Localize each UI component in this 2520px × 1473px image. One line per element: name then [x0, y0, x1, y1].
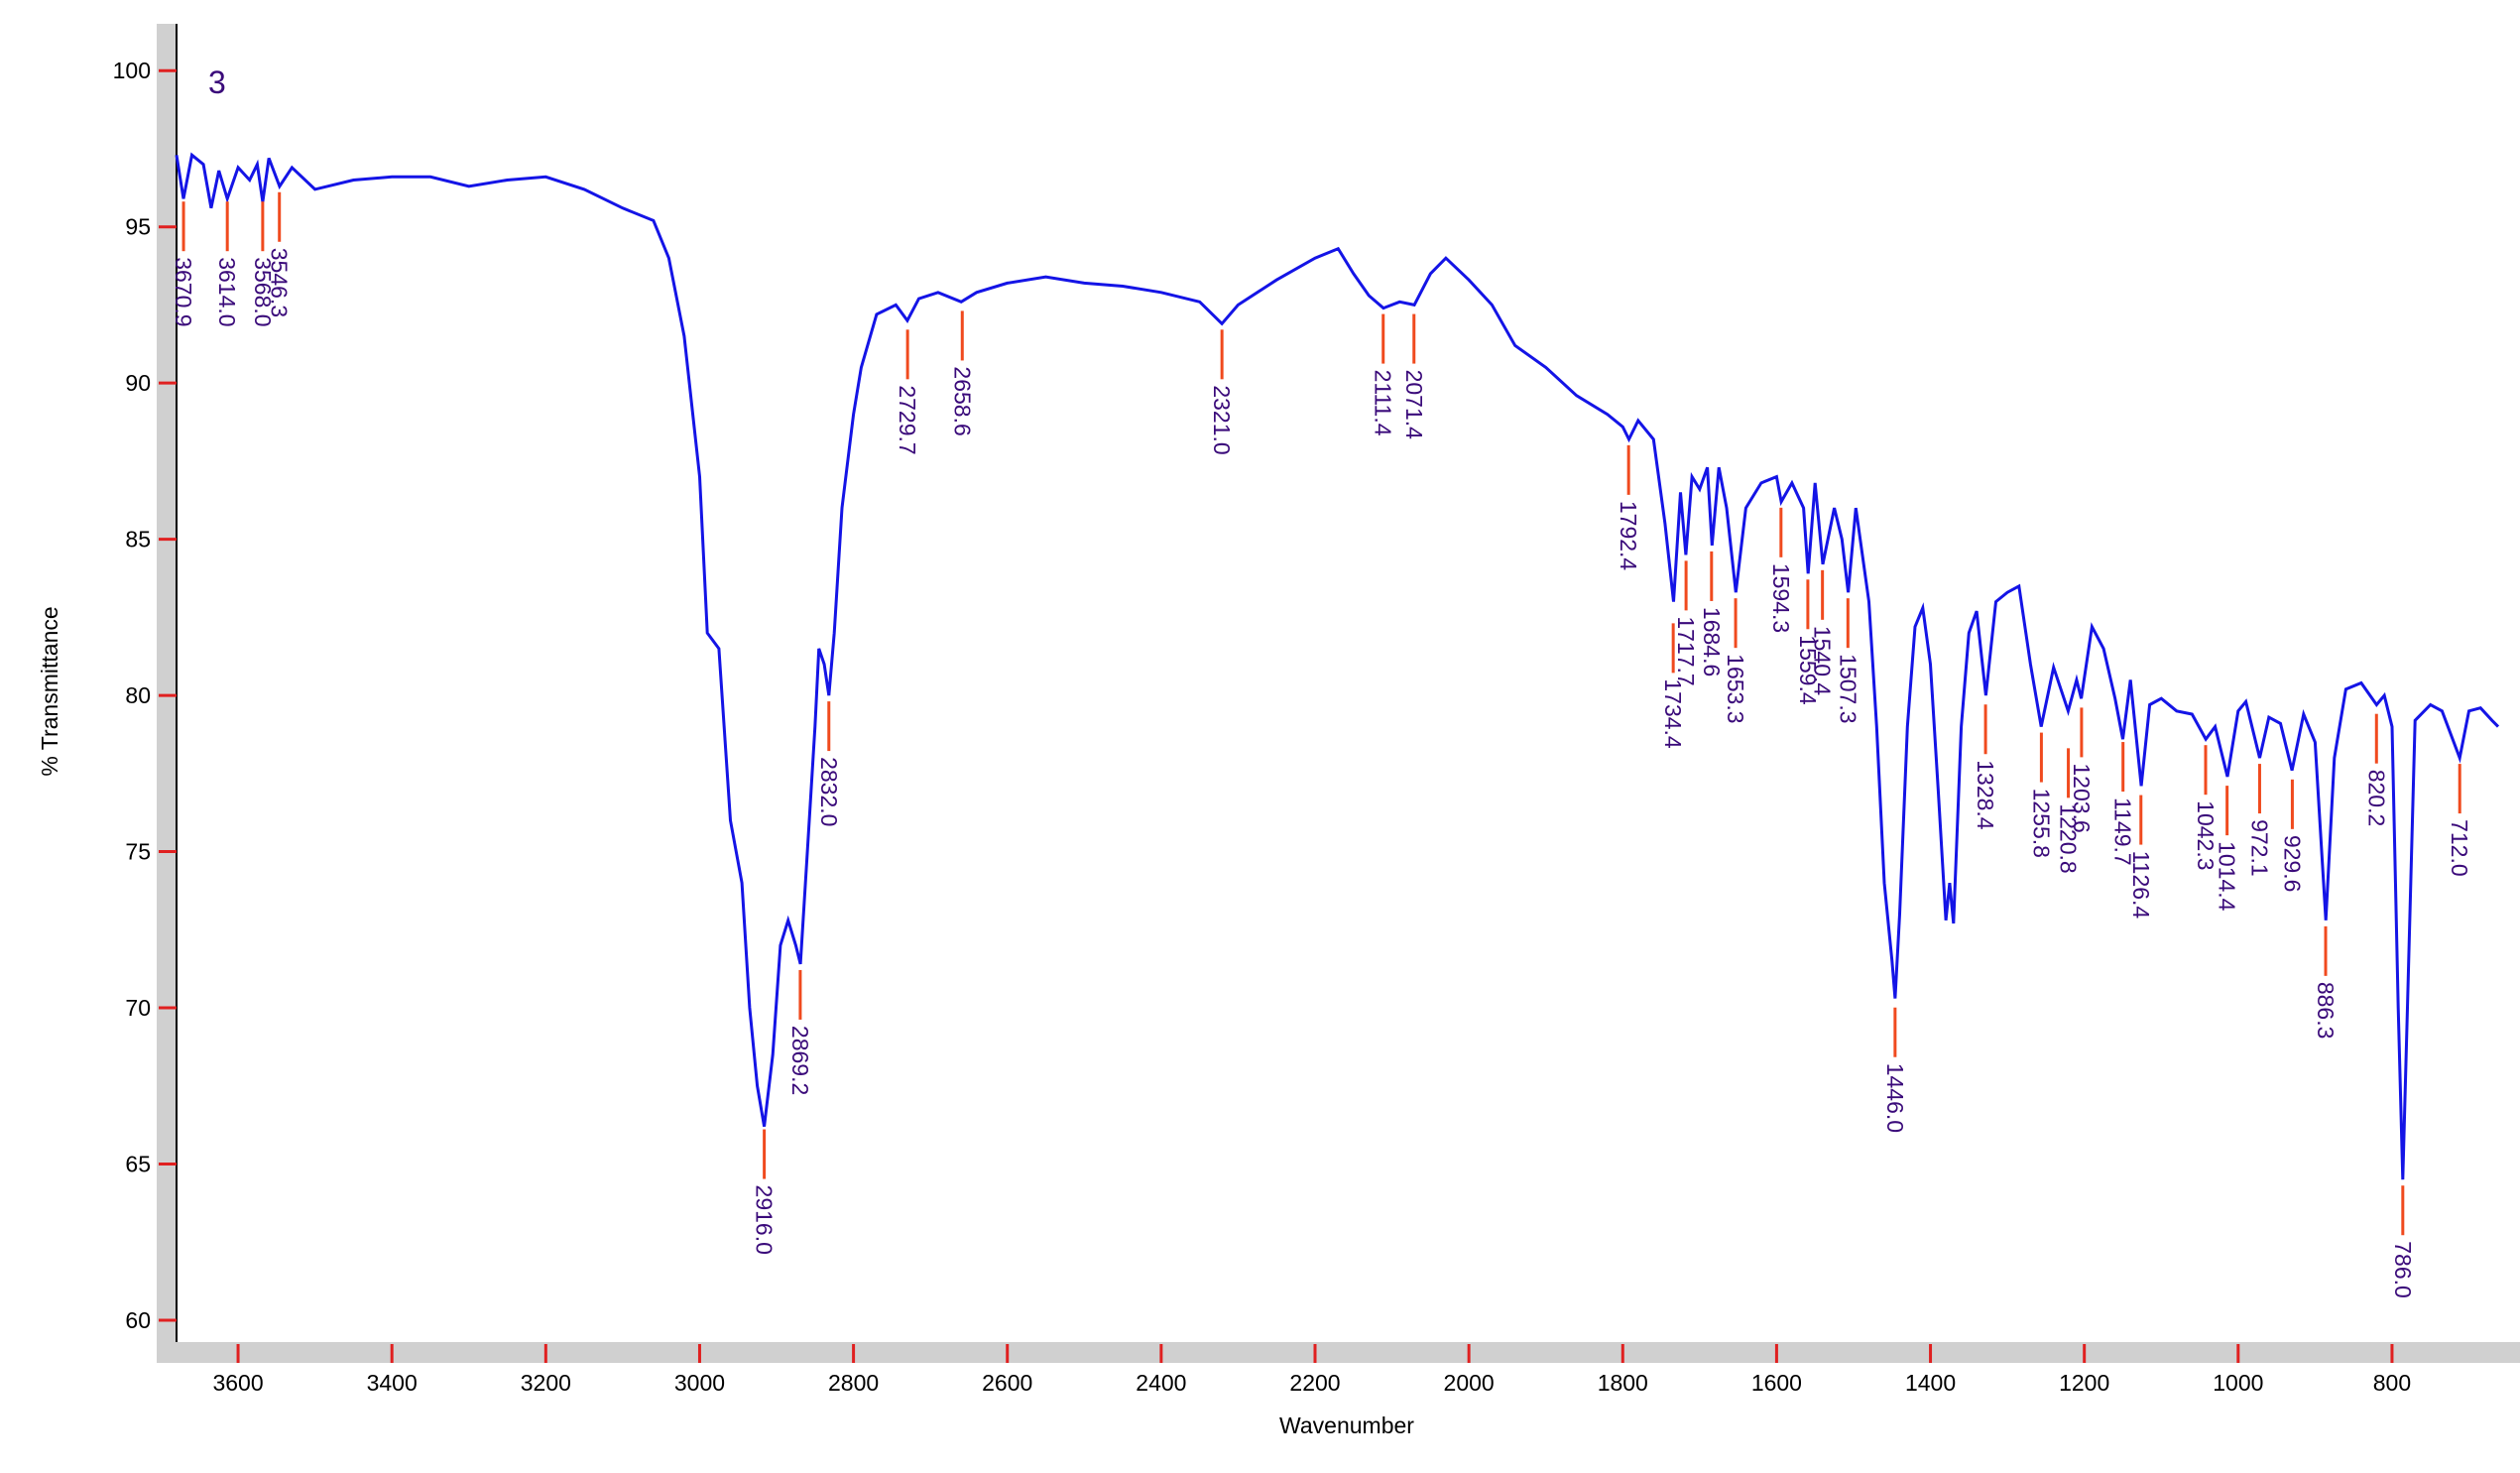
peak-label: 712.0	[2447, 819, 2472, 877]
peak-label: 2869.2	[787, 1026, 813, 1095]
x-tick-label: 1200	[2059, 1370, 2109, 1396]
peak-label: 1559.4	[1795, 635, 1821, 705]
spectrum-line	[175, 152, 2500, 1180]
peak-label: 2111.4	[1371, 370, 1396, 436]
x-tick-label: 2400	[1136, 1370, 1186, 1396]
peak-label: 1540.4	[1810, 626, 1836, 696]
y-tick-label: 80	[125, 682, 151, 708]
peak-label: 1220.8	[2056, 803, 2082, 873]
peak-label: 1717.7	[1673, 616, 1699, 685]
y-tick-label: 90	[125, 370, 151, 396]
x-tick-label: 1400	[1905, 1370, 1956, 1396]
left-band	[157, 24, 177, 1363]
peak-label: 2832.0	[816, 757, 842, 826]
peak-label: 2321.0	[1209, 385, 1235, 454]
peak-label: 1042.3	[2193, 800, 2219, 870]
x-tick-label: 3600	[212, 1370, 263, 1396]
peak-label: 972.1	[2246, 819, 2272, 877]
peak-label: 886.3	[2313, 982, 2339, 1040]
peak-label: 1734.4	[1660, 678, 1686, 749]
x-tick-label: 1800	[1598, 1370, 1648, 1396]
y-tick-label: 85	[125, 527, 151, 552]
x-tick-label: 2600	[982, 1370, 1032, 1396]
y-tick-label: 60	[125, 1307, 151, 1333]
peak-label: 1507.3	[1835, 654, 1860, 723]
peak-label: 786.0	[2390, 1241, 2416, 1298]
peak-label: 1446.0	[1882, 1063, 1908, 1133]
x-tick-label: 2000	[1444, 1370, 1495, 1396]
bottom-band	[157, 1342, 2520, 1363]
x-tick-label: 3000	[674, 1370, 725, 1396]
peak-label: 1126.4	[2128, 851, 2154, 920]
x-tick-label: 2800	[828, 1370, 879, 1396]
peak-label: 1684.6	[1699, 607, 1725, 676]
peak-label: 1014.4	[2215, 841, 2240, 912]
peak-label: 1203.6	[2069, 763, 2095, 832]
peak-label: 1594.3	[1768, 563, 1794, 633]
peak-label: 929.6	[2279, 835, 2305, 893]
y-axis-label: % Transmittance	[37, 606, 62, 776]
x-tick-label: 1000	[2213, 1370, 2263, 1396]
peak-label: 3670.9	[171, 257, 196, 326]
peak-label: 2729.7	[895, 385, 920, 454]
y-tick-label: 75	[125, 839, 151, 865]
x-tick-label: 800	[2373, 1370, 2411, 1396]
y-tick-label: 100	[113, 58, 151, 83]
peak-label: 1149.7	[2110, 798, 2136, 866]
peak-label: 3568.0	[250, 257, 276, 326]
y-tick-label: 70	[125, 995, 151, 1021]
peak-label: 3614.0	[214, 257, 240, 326]
peak-label: 1792.4	[1616, 501, 1641, 571]
x-tick-label: 2200	[1289, 1370, 1340, 1396]
chart-title: 3	[208, 64, 226, 100]
peak-label: 1255.8	[2028, 789, 2054, 858]
x-tick-label: 1600	[1751, 1370, 1802, 1396]
x-tick-label: 3400	[367, 1370, 418, 1396]
peak-label: 1328.4	[1973, 760, 1998, 830]
peak-label: 3546.3	[267, 248, 293, 317]
peak-label: 820.2	[2363, 770, 2389, 827]
peak-label: 2071.4	[1401, 370, 1427, 440]
y-tick-label: 65	[125, 1151, 151, 1176]
y-tick-label: 95	[125, 214, 151, 240]
x-tick-label: 3200	[521, 1370, 571, 1396]
peak-label: 1653.3	[1723, 654, 1748, 723]
x-axis-label: Wavenumber	[1279, 1412, 1414, 1438]
peak-label: 2916.0	[752, 1185, 778, 1255]
peak-label: 2658.6	[949, 366, 975, 435]
